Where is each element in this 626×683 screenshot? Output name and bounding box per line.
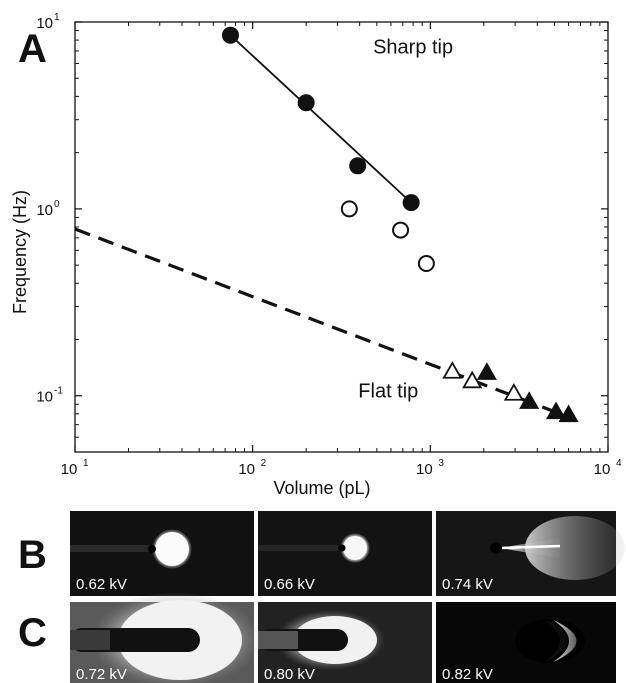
marker-circle-open bbox=[392, 221, 410, 239]
photo-c-3: 0.82 kV bbox=[436, 602, 616, 683]
marker-circle-open bbox=[340, 200, 358, 218]
marker-triangle-open bbox=[442, 361, 463, 379]
marker-triangle-open bbox=[503, 383, 524, 401]
photo-row-b: 0.62 kV 0.66 kV 0.74 kV bbox=[70, 511, 625, 596]
x-tick-label: 10 bbox=[594, 461, 611, 478]
marker-triangle-filled bbox=[519, 391, 540, 409]
x-tick-label: 10 bbox=[416, 461, 433, 478]
fit-line-dashed bbox=[74, 227, 570, 419]
y-tick-label: 10 bbox=[36, 202, 53, 219]
photo-c-1-label: 0.72 kV bbox=[76, 666, 127, 683]
marker-circle-filled bbox=[349, 157, 367, 175]
photo-c-3-label: 0.82 kV bbox=[442, 666, 493, 683]
photo-b-1: 0.62 kV bbox=[70, 511, 254, 596]
marker-triangle-filled bbox=[545, 401, 567, 420]
x-axis-title: Volume (pL) bbox=[273, 478, 370, 498]
y-tick-exponent: -1 bbox=[54, 386, 63, 397]
panel-label-c: C bbox=[18, 611, 47, 655]
y-tick-exponent: 0 bbox=[54, 199, 60, 210]
fit-lines bbox=[74, 34, 570, 419]
x-tick-exponent: 3 bbox=[438, 458, 444, 469]
photo-b-1-label: 0.62 kV bbox=[76, 576, 127, 593]
data-markers bbox=[221, 26, 579, 423]
y-tick-exponent: 1 bbox=[54, 12, 60, 23]
annotation: Sharp tip bbox=[373, 36, 453, 58]
marker-circle-filled bbox=[402, 194, 420, 212]
marker-triangle-filled bbox=[476, 362, 497, 380]
annotations: Sharp tip Flat tip bbox=[358, 36, 453, 402]
plot-frame bbox=[74, 21, 609, 453]
annotation: Flat tip bbox=[358, 380, 418, 402]
photo-b-2: 0.66 kV bbox=[258, 511, 432, 596]
photo-c-2-label: 0.80 kV bbox=[264, 666, 315, 683]
photo-b-3: 0.74 kV bbox=[436, 511, 625, 596]
marker-triangle-open bbox=[462, 370, 483, 389]
photo-b-2-label: 0.66 kV bbox=[264, 576, 315, 593]
x-tick-label: 10 bbox=[61, 461, 78, 478]
x-tick-exponent: 4 bbox=[616, 458, 622, 469]
y-tick-label: 10 bbox=[36, 15, 53, 32]
photo-c-2: 0.80 kV bbox=[258, 602, 432, 683]
marker-circle-filled bbox=[297, 94, 315, 112]
x-tick-label: 10 bbox=[238, 461, 255, 478]
photo-c-1: 0.72 kV bbox=[70, 592, 260, 683]
x-tick-exponent: 2 bbox=[261, 458, 267, 469]
panel-label-b: B bbox=[18, 533, 47, 577]
panel-label-a: A bbox=[18, 27, 47, 71]
marker-circle-open bbox=[417, 255, 435, 273]
y-tick-label: 10 bbox=[36, 389, 53, 406]
photo-b-3-label: 0.74 kV bbox=[442, 576, 493, 593]
axis-ticks: 10 1 10 2 10 3 10 410 -110 010 1 bbox=[36, 12, 622, 478]
x-tick-exponent: 1 bbox=[83, 458, 89, 469]
photo-row-c: 0.72 kV 0.80 kV 0.82 kV bbox=[70, 592, 616, 683]
marker-triangle-filled bbox=[558, 404, 579, 423]
marker-circle-filled bbox=[221, 26, 239, 44]
fit-line-solid bbox=[229, 34, 412, 204]
y-axis-title: Frequency (Hz) bbox=[10, 190, 30, 314]
